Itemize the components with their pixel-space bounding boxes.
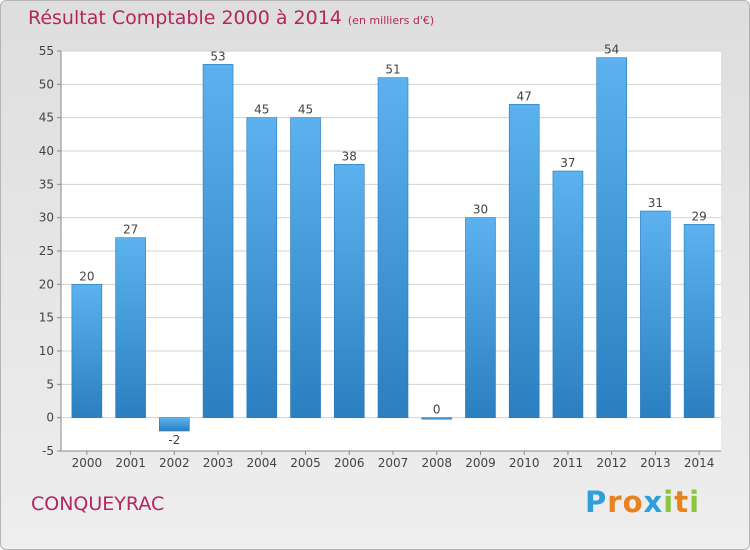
data-label-2003: 53	[210, 49, 225, 63]
chart-subtitle: (en milliers d'€)	[347, 14, 435, 27]
bar-2010	[508, 104, 540, 418]
data-label-2006: 38	[342, 149, 357, 163]
y-tick-label: 50	[39, 77, 54, 91]
logo-letter: i	[663, 485, 675, 519]
commune-name: CONQUEYRAC	[31, 493, 165, 515]
bar-2007	[377, 77, 409, 418]
bar-2005	[290, 117, 321, 418]
data-label-2000: 20	[79, 269, 94, 283]
x-tick-label: 2012	[596, 456, 627, 470]
x-tick-label: 2008	[421, 456, 452, 470]
data-label-2005: 45	[298, 103, 313, 117]
data-label-2002: -2	[168, 433, 180, 447]
x-tick-label: 2005	[290, 456, 321, 470]
logo-letter: r	[607, 485, 623, 519]
data-label-2009: 30	[473, 203, 488, 217]
bar-2006	[333, 164, 365, 418]
x-tick-label: 2000	[72, 456, 103, 470]
bar-2004	[246, 117, 278, 418]
y-tick-label: 30	[39, 211, 54, 225]
data-label-2010: 47	[517, 89, 532, 103]
bar-2003	[202, 64, 234, 418]
x-tick-label: 2013	[640, 456, 671, 470]
data-label-2013: 31	[648, 196, 663, 210]
bar-2011	[552, 170, 584, 418]
x-tick-label: 2009	[465, 456, 496, 470]
y-tick-label: 45	[39, 111, 54, 125]
logo-letter: t	[674, 485, 690, 519]
data-label-2014: 29	[691, 209, 706, 223]
y-tick-label: 25	[39, 244, 54, 258]
y-tick-label: 55	[39, 44, 54, 58]
y-tick-label: 40	[39, 144, 54, 158]
data-label-2012: 54	[604, 43, 619, 57]
y-tick-label: 5	[46, 377, 54, 391]
data-label-2001: 27	[123, 223, 138, 237]
chart-title: Résultat Comptable 2000 à 2014	[28, 7, 342, 29]
bar-2008	[421, 417, 453, 420]
data-label-2011: 37	[560, 156, 575, 170]
chart-title-block: Résultat Comptable 2000 à 2014 (en millie…	[28, 7, 434, 29]
x-tick-label: 2004	[247, 456, 278, 470]
data-label-2007: 51	[385, 63, 400, 77]
logo-letter: P	[585, 485, 608, 519]
y-tick-label: 35	[39, 177, 54, 191]
logo-letter: o	[622, 485, 644, 519]
data-label-2008: 0	[433, 403, 441, 417]
bar-2013	[640, 210, 671, 418]
bar-2002	[159, 417, 190, 432]
x-tick-label: 2010	[509, 456, 540, 470]
x-tick-label: 2011	[553, 456, 584, 470]
x-tick-label: 2003	[203, 456, 234, 470]
y-tick-label: 20	[39, 277, 54, 291]
bar-2009	[465, 217, 496, 418]
bar-2014	[683, 224, 715, 418]
bar-2001	[115, 237, 146, 418]
y-tick-label: -5	[42, 444, 54, 458]
y-tick-label: 0	[46, 411, 54, 425]
proxiti-logo: Proxiti	[585, 485, 700, 519]
logo-letter: i	[689, 485, 701, 519]
x-tick-label: 2007	[378, 456, 409, 470]
x-tick-label: 2006	[334, 456, 365, 470]
bar-2000	[71, 284, 103, 418]
y-tick-label: 15	[39, 311, 54, 325]
logo-letter: x	[643, 485, 664, 519]
data-label-2004: 45	[254, 103, 269, 117]
x-tick-label: 2014	[684, 456, 715, 470]
y-tick-label: 10	[39, 344, 54, 358]
x-tick-label: 2002	[159, 456, 190, 470]
x-tick-label: 2001	[115, 456, 146, 470]
bar-2012	[596, 57, 627, 418]
